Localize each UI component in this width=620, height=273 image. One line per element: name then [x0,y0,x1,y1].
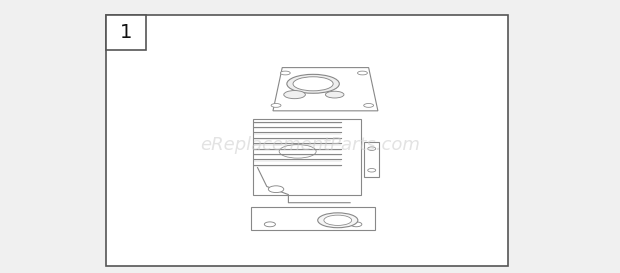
Text: 1: 1 [120,23,133,42]
Ellipse shape [324,215,352,225]
Ellipse shape [368,168,376,172]
Ellipse shape [280,71,290,75]
Ellipse shape [284,91,306,99]
Text: eReplacementParts.com: eReplacementParts.com [200,136,420,154]
Ellipse shape [317,213,358,228]
Ellipse shape [268,186,284,192]
Ellipse shape [287,74,339,93]
Ellipse shape [364,103,374,107]
Ellipse shape [293,77,333,91]
Bar [251,207,375,230]
Bar [106,15,146,50]
Ellipse shape [271,103,281,107]
Bar [106,15,508,266]
Ellipse shape [264,222,275,227]
Ellipse shape [326,91,344,98]
Ellipse shape [368,147,376,150]
Ellipse shape [358,71,368,75]
Ellipse shape [351,222,362,227]
Bar [253,119,361,195]
Bar [364,142,379,177]
Polygon shape [273,68,378,111]
